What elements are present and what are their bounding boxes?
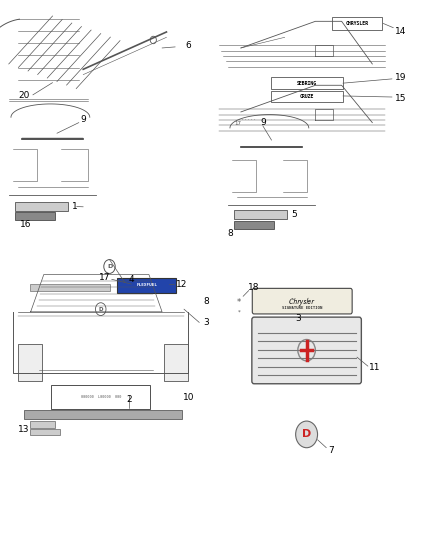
- Text: 2: 2: [127, 395, 132, 404]
- Circle shape: [296, 421, 318, 448]
- Text: 14: 14: [395, 28, 406, 36]
- FancyBboxPatch shape: [51, 385, 150, 409]
- Text: 19: 19: [395, 73, 406, 82]
- Text: 3: 3: [295, 314, 301, 322]
- FancyBboxPatch shape: [30, 421, 55, 428]
- Text: 17: 17: [99, 273, 111, 281]
- Text: 17: 17: [234, 121, 241, 126]
- Text: . . . . . .: . . . . . .: [239, 116, 255, 121]
- FancyBboxPatch shape: [24, 410, 182, 419]
- FancyBboxPatch shape: [271, 91, 343, 102]
- Text: 12: 12: [176, 280, 187, 289]
- FancyBboxPatch shape: [30, 284, 110, 291]
- Text: SIGNATURE EDITION: SIGNATURE EDITION: [282, 305, 322, 310]
- Text: 6: 6: [185, 41, 191, 50]
- Text: D: D: [107, 264, 112, 269]
- FancyBboxPatch shape: [117, 278, 176, 293]
- Text: 8: 8: [203, 297, 209, 305]
- Text: *: *: [237, 309, 240, 314]
- Text: 8: 8: [228, 229, 233, 238]
- Text: 5: 5: [291, 210, 297, 219]
- Text: D: D: [99, 306, 103, 312]
- FancyBboxPatch shape: [15, 202, 68, 211]
- FancyBboxPatch shape: [234, 221, 274, 229]
- Bar: [18, 344, 42, 381]
- Text: *: *: [237, 298, 241, 307]
- FancyBboxPatch shape: [252, 317, 361, 384]
- Text: 20: 20: [18, 92, 30, 100]
- Text: 11: 11: [369, 364, 380, 372]
- Text: 9: 9: [80, 116, 86, 124]
- Text: 16: 16: [20, 221, 31, 229]
- FancyBboxPatch shape: [252, 288, 352, 314]
- Text: 10: 10: [183, 393, 194, 401]
- Text: 7: 7: [328, 446, 334, 455]
- Text: 18: 18: [248, 284, 260, 292]
- Bar: [164, 344, 188, 381]
- FancyBboxPatch shape: [271, 77, 343, 89]
- Text: FLEXFUEL: FLEXFUEL: [136, 283, 157, 287]
- Text: 4: 4: [129, 276, 134, 284]
- Text: CRUZE: CRUZE: [300, 94, 314, 99]
- Text: SEBRING: SEBRING: [297, 80, 317, 86]
- Text: D: D: [302, 430, 311, 439]
- Text: $\mathcal{Chrysler}$: $\mathcal{Chrysler}$: [289, 295, 316, 308]
- FancyBboxPatch shape: [332, 17, 382, 30]
- Text: 3: 3: [203, 318, 209, 327]
- Text: 13: 13: [18, 425, 30, 433]
- Text: 9: 9: [260, 118, 266, 127]
- Text: CHRYSLER: CHRYSLER: [346, 21, 368, 26]
- Text: 15: 15: [395, 94, 406, 103]
- FancyBboxPatch shape: [30, 429, 60, 435]
- FancyBboxPatch shape: [234, 210, 287, 219]
- FancyBboxPatch shape: [15, 212, 55, 220]
- Text: 000000  L00000  000: 000000 L00000 000: [81, 395, 121, 399]
- Text: 1: 1: [72, 202, 78, 211]
